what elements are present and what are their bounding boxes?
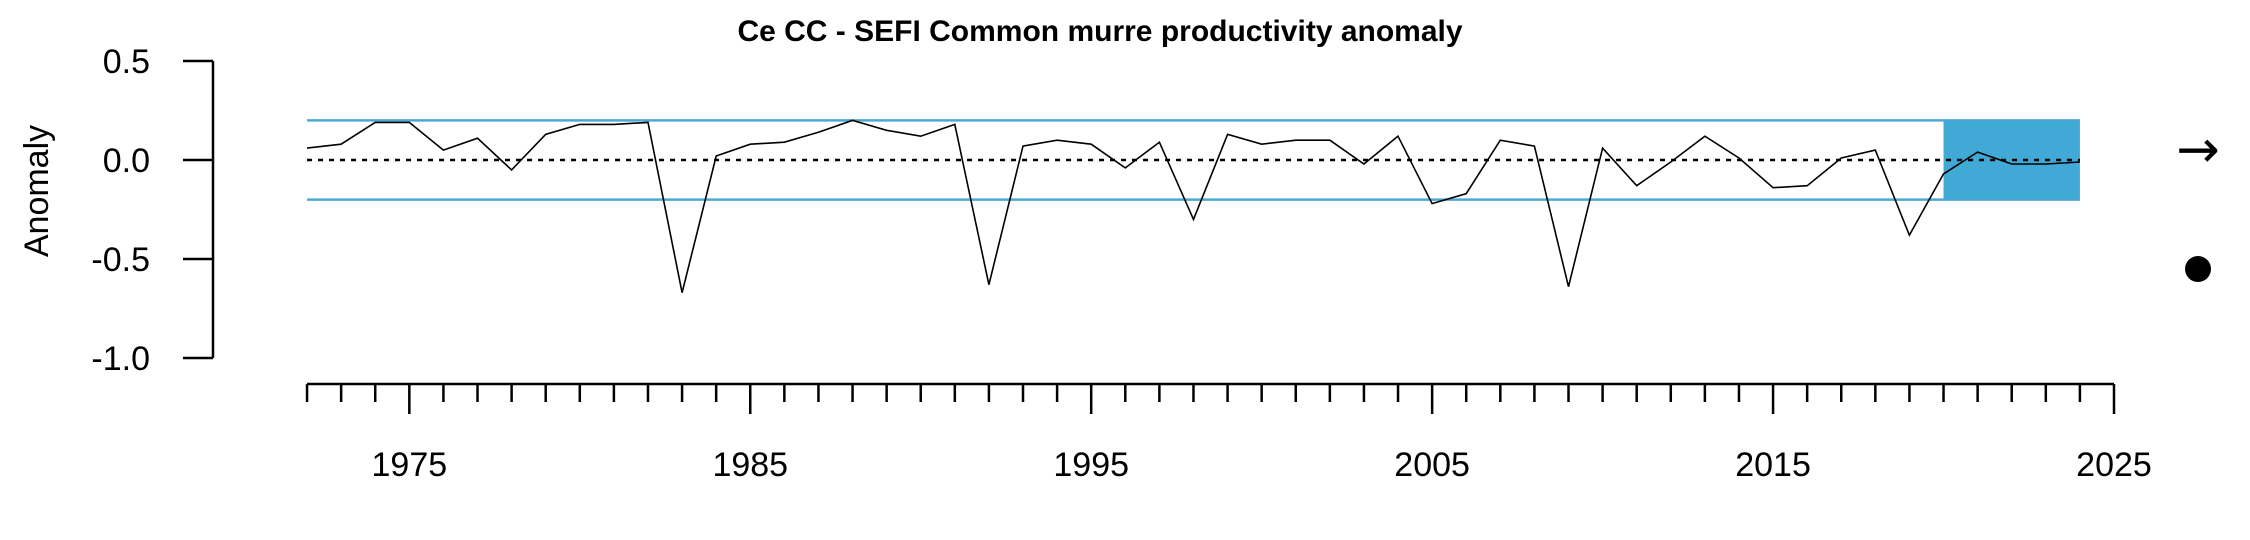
y-tick-label: 0.5 [103, 43, 150, 81]
x-tick-label: 2015 [1735, 446, 1811, 484]
chart-title: Ce CC - SEFI Common murre productivity a… [737, 15, 1462, 48]
series-line-0 [306, 119, 2080, 293]
y-tick-label: 0.0 [103, 142, 150, 180]
filled-circle-icon [2185, 256, 2211, 282]
x-tick-label: 1995 [1053, 446, 1129, 484]
plot-area [306, 119, 2080, 293]
right-arrow-icon: → [2176, 120, 2220, 180]
y-axis-label: Anomaly [18, 125, 56, 257]
y-tick-label: -1.0 [91, 340, 150, 378]
x-axis: 1975 1985 1995 2005 2015 2025 [305, 382, 2152, 484]
y-tick-label: -0.5 [91, 241, 150, 279]
y-axis: 0.5 0.0 -0.5 -1.0 [91, 43, 215, 378]
x-tick-label: 1985 [712, 446, 788, 484]
x-tick-label: 1975 [372, 446, 448, 484]
x-tick-label: 2005 [1394, 446, 1470, 484]
x-tick-label: 2025 [2076, 446, 2152, 484]
